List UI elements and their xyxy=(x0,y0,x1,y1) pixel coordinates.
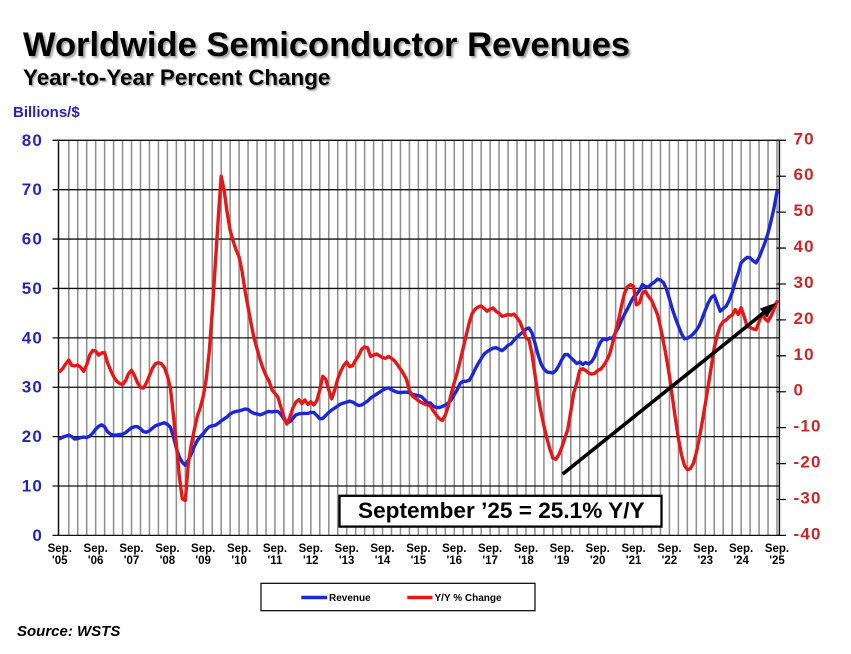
svg-text:Sep.: Sep. xyxy=(478,543,502,555)
svg-text:Sep.: Sep. xyxy=(514,543,538,555)
svg-text:'12: '12 xyxy=(303,555,319,567)
svg-text:-30: -30 xyxy=(794,489,822,508)
svg-text:'23: '23 xyxy=(698,555,714,567)
svg-text:'13: '13 xyxy=(339,555,355,567)
svg-text:'08: '08 xyxy=(160,555,176,567)
svg-text:10: 10 xyxy=(22,477,43,496)
svg-text:Sep.: Sep. xyxy=(191,543,215,555)
svg-text:'15: '15 xyxy=(411,555,427,567)
svg-text:-40: -40 xyxy=(794,524,822,543)
svg-text:30: 30 xyxy=(794,273,815,292)
svg-text:Sep.: Sep. xyxy=(442,543,466,555)
svg-text:-20: -20 xyxy=(794,453,822,472)
svg-text:Sep.: Sep. xyxy=(263,543,287,555)
svg-text:'19: '19 xyxy=(554,555,570,567)
svg-text:Sep.: Sep. xyxy=(299,543,323,555)
svg-text:'20: '20 xyxy=(590,555,606,567)
svg-text:September ’25 = 25.1% Y/Y: September ’25 = 25.1% Y/Y xyxy=(358,498,645,523)
svg-text:Sep.: Sep. xyxy=(227,543,251,555)
svg-text:30: 30 xyxy=(22,378,43,397)
svg-text:'14: '14 xyxy=(375,555,391,567)
svg-text:Revenue: Revenue xyxy=(329,593,371,604)
svg-text:80: 80 xyxy=(22,131,43,150)
svg-text:Sep.: Sep. xyxy=(657,543,681,555)
svg-text:Sep.: Sep. xyxy=(729,543,753,555)
svg-text:Sep.: Sep. xyxy=(406,543,430,555)
svg-text:'05: '05 xyxy=(52,555,68,567)
svg-text:'22: '22 xyxy=(662,555,678,567)
svg-text:'10: '10 xyxy=(231,555,247,567)
svg-text:70: 70 xyxy=(794,129,815,148)
svg-text:Sep.: Sep. xyxy=(586,543,610,555)
svg-text:Sep.: Sep. xyxy=(155,543,179,555)
svg-text:'07: '07 xyxy=(124,555,140,567)
svg-text:20: 20 xyxy=(22,427,43,446)
svg-text:Sep.: Sep. xyxy=(48,543,72,555)
svg-text:20: 20 xyxy=(794,309,815,328)
svg-text:Sep.: Sep. xyxy=(550,543,574,555)
svg-text:'06: '06 xyxy=(88,555,104,567)
svg-text:10: 10 xyxy=(794,345,815,364)
svg-text:'09: '09 xyxy=(195,555,211,567)
svg-text:'17: '17 xyxy=(482,555,498,567)
svg-text:0: 0 xyxy=(794,381,805,400)
svg-text:50: 50 xyxy=(794,201,815,220)
svg-text:'25: '25 xyxy=(769,555,785,567)
svg-text:'11: '11 xyxy=(268,555,283,567)
svg-text:'24: '24 xyxy=(733,555,749,567)
svg-text:'18: '18 xyxy=(518,555,534,567)
svg-text:Sep.: Sep. xyxy=(84,543,108,555)
svg-text:Sep.: Sep. xyxy=(765,543,789,555)
svg-text:'16: '16 xyxy=(447,555,463,567)
svg-text:Sep.: Sep. xyxy=(370,543,394,555)
svg-text:0: 0 xyxy=(32,526,43,545)
svg-text:60: 60 xyxy=(794,165,815,184)
svg-text:Sep.: Sep. xyxy=(119,543,143,555)
svg-text:-10: -10 xyxy=(794,417,822,436)
svg-text:50: 50 xyxy=(22,279,43,298)
svg-text:'21: '21 xyxy=(626,555,642,567)
svg-text:Sep.: Sep. xyxy=(335,543,359,555)
svg-text:Y/Y % Change: Y/Y % Change xyxy=(435,593,502,604)
svg-text:Sep.: Sep. xyxy=(693,543,717,555)
svg-text:40: 40 xyxy=(22,328,43,347)
svg-text:60: 60 xyxy=(22,230,43,249)
svg-text:70: 70 xyxy=(22,180,43,199)
svg-text:40: 40 xyxy=(794,237,815,256)
svg-text:Sep.: Sep. xyxy=(621,543,645,555)
